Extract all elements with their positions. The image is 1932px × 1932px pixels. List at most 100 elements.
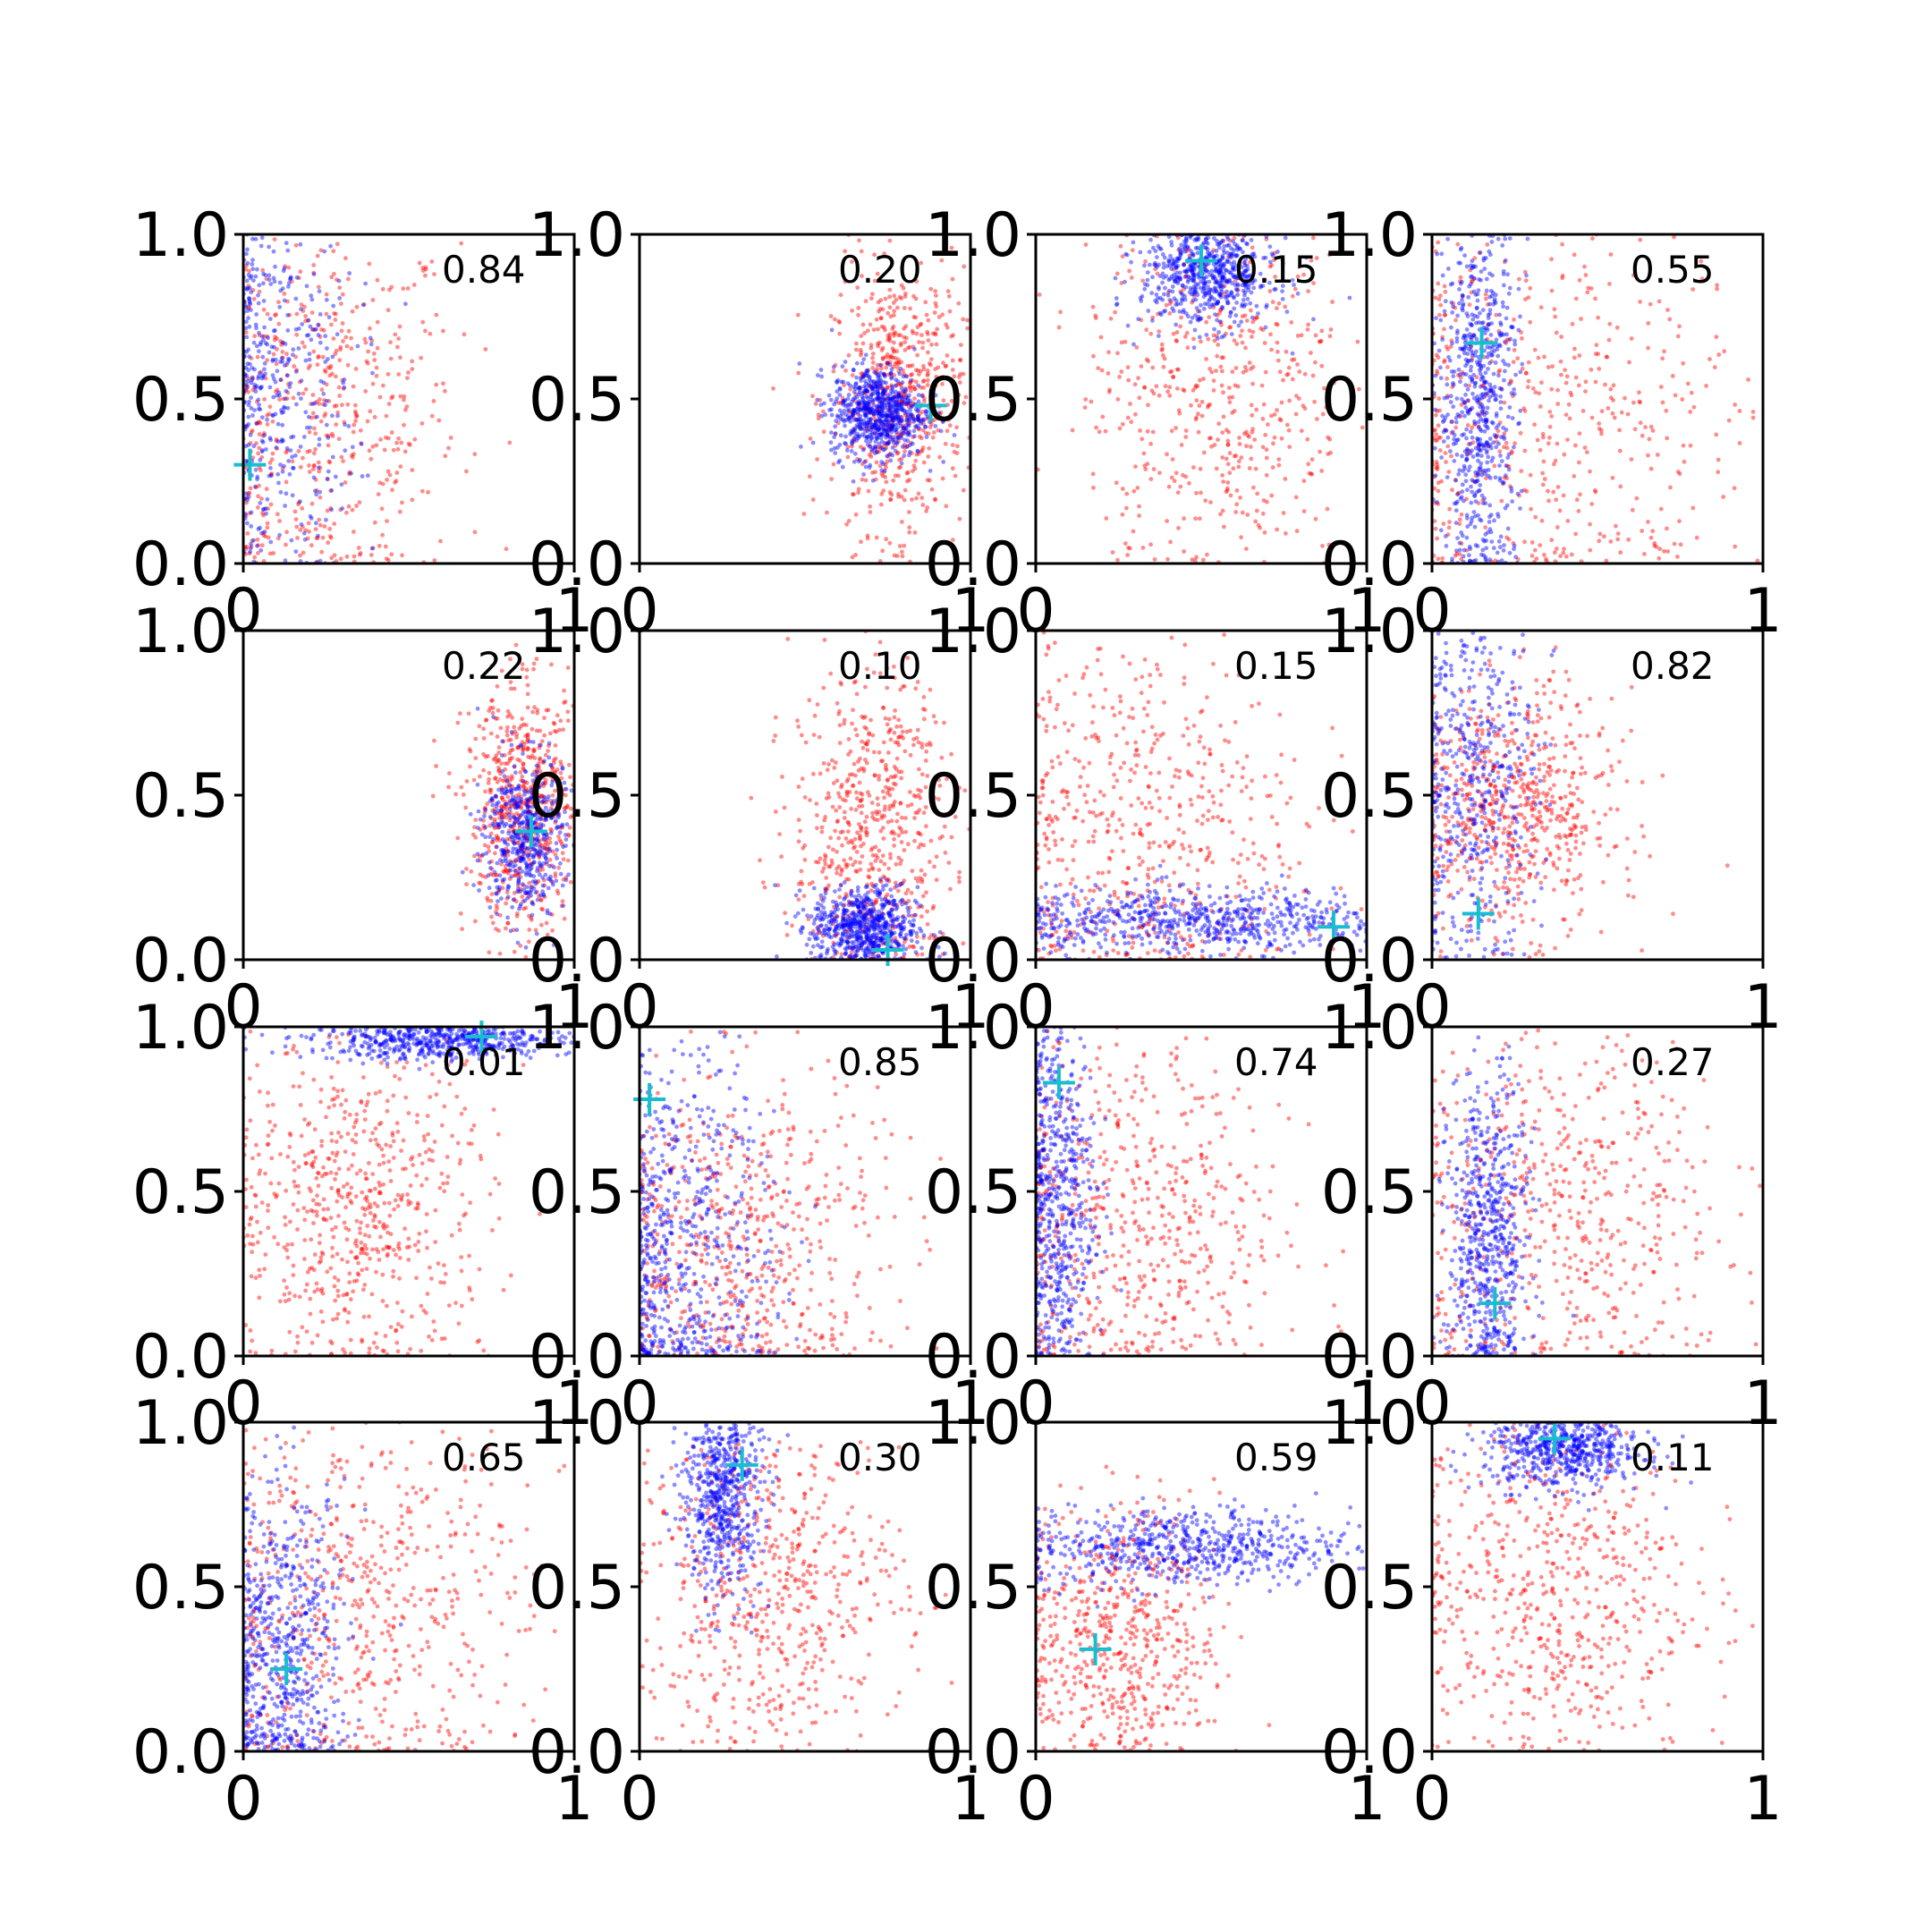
blue-point: [1155, 264, 1159, 269]
blue-point: [1230, 281, 1234, 285]
red-point: [367, 261, 372, 267]
red-point: [357, 500, 362, 505]
blue-point: [1465, 410, 1470, 415]
red-point: [557, 798, 562, 803]
red-point: [1502, 475, 1507, 480]
blue-point: [1466, 358, 1471, 363]
blue-point: [859, 419, 863, 424]
blue-point: [1179, 250, 1184, 255]
blue-point: [264, 447, 268, 452]
blue-point: [1218, 284, 1223, 289]
blue-point: [1510, 325, 1514, 330]
red-point: [864, 407, 869, 412]
blue-point: [1202, 281, 1208, 286]
red-point: [1239, 455, 1244, 460]
red-point: [554, 800, 559, 805]
red-point: [933, 383, 938, 388]
red-point: [911, 293, 916, 299]
blue-point: [1483, 557, 1488, 562]
red-point: [1569, 552, 1574, 557]
blue-point: [1242, 268, 1247, 274]
red-point: [293, 354, 298, 360]
blue-point: [851, 367, 856, 372]
blue-point: [360, 302, 366, 308]
red-point: [1495, 433, 1500, 438]
blue-point: [1489, 539, 1495, 544]
blue-point: [270, 357, 275, 362]
blue-point: [1191, 253, 1196, 258]
blue-point: [891, 404, 896, 410]
blue-point: [843, 441, 848, 446]
blue-point: [1183, 274, 1189, 279]
red-point: [1194, 398, 1199, 403]
blue-point: [884, 435, 888, 440]
red-point: [1436, 355, 1441, 360]
blue-point: [1479, 402, 1484, 407]
blue-point: [865, 428, 870, 434]
red-point: [455, 720, 461, 725]
red-point: [1123, 541, 1128, 546]
blue-point: [831, 365, 836, 369]
red-point: [1166, 484, 1172, 489]
red-point: [1652, 540, 1657, 546]
blue-point: [1205, 247, 1210, 252]
red-point: [523, 798, 529, 803]
red-point: [884, 417, 889, 422]
red-point: [1151, 467, 1157, 471]
red-point: [507, 877, 513, 881]
blue-point: [863, 385, 869, 390]
blue-point: [1498, 453, 1503, 458]
red-point: [266, 506, 270, 512]
red-point: [1287, 445, 1292, 449]
red-point: [1670, 374, 1675, 378]
blue-point: [846, 406, 852, 411]
red-point: [1521, 406, 1526, 411]
blue-point: [1252, 278, 1258, 283]
red-point: [1270, 300, 1275, 304]
blue-point: [1465, 487, 1470, 493]
red-point: [247, 306, 251, 310]
blue-point: [254, 343, 259, 349]
red-point: [333, 374, 338, 379]
blue-point: [900, 380, 905, 385]
red-point: [419, 421, 425, 426]
red-point: [1480, 497, 1486, 503]
blue-point: [278, 377, 284, 383]
blue-point: [1487, 271, 1492, 276]
red-point: [857, 402, 862, 407]
blue-point: [369, 342, 374, 347]
blue-point: [858, 427, 862, 431]
blue-point: [1433, 373, 1438, 378]
red-point: [1115, 397, 1121, 402]
blue-point: [1220, 275, 1225, 280]
red-point: [1448, 344, 1453, 349]
red-point: [859, 249, 864, 254]
red-point: [912, 396, 917, 401]
blue-point: [1215, 301, 1219, 307]
blue-point: [1450, 341, 1454, 346]
red-point: [1260, 511, 1266, 516]
red-point: [526, 804, 530, 809]
red-point: [1458, 414, 1463, 419]
blue-point: [1178, 251, 1183, 257]
red-point: [1198, 316, 1202, 321]
red-point: [1242, 365, 1248, 369]
red-point: [328, 488, 334, 493]
red-point: [841, 399, 846, 404]
red-point: [1476, 501, 1481, 505]
red-point: [1750, 415, 1756, 420]
blue-point: [1208, 305, 1213, 309]
red-point: [531, 791, 536, 796]
red-point: [272, 337, 277, 343]
red-point: [308, 448, 312, 453]
blue-point: [246, 443, 251, 447]
blue-point: [1486, 426, 1490, 431]
blue-point: [1451, 382, 1456, 387]
blue-point: [845, 396, 851, 402]
red-point: [1442, 360, 1446, 364]
red-point: [499, 812, 504, 817]
red-point: [1652, 543, 1657, 548]
red-point: [899, 394, 904, 399]
blue-point: [880, 427, 886, 432]
red-point: [1230, 369, 1235, 375]
